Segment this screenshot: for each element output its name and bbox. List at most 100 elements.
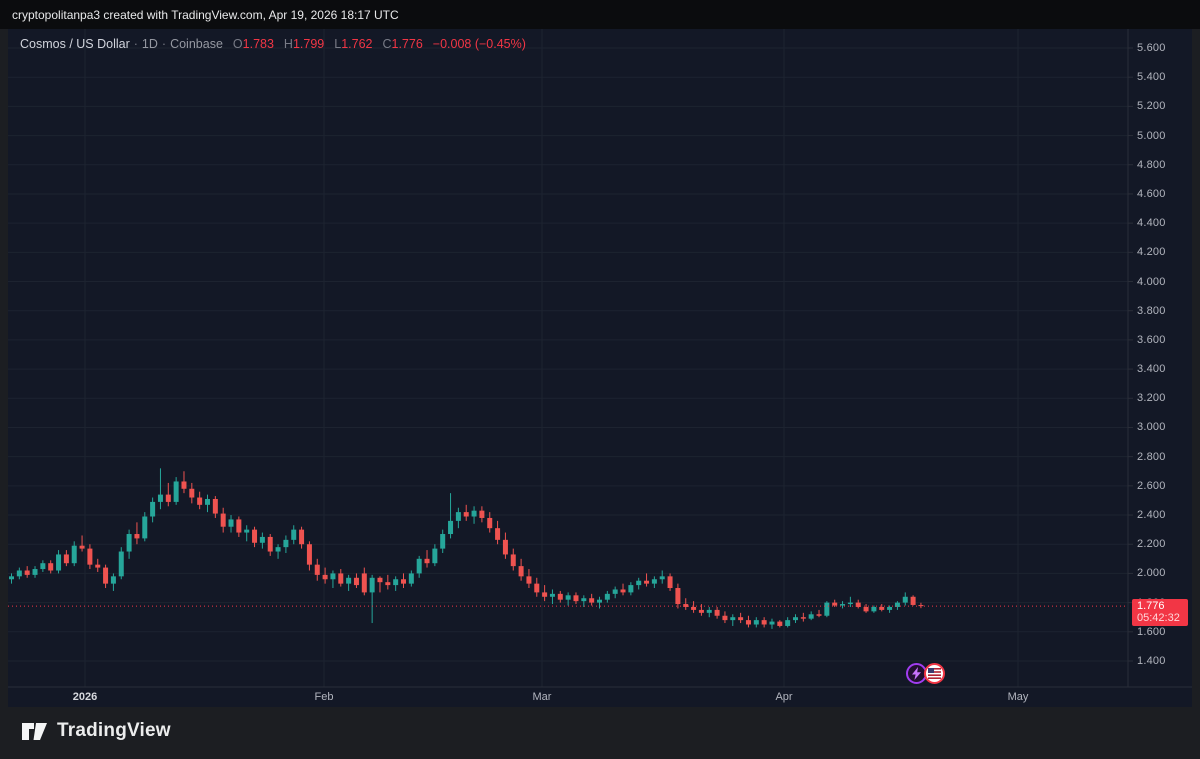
- candle[interactable]: [542, 585, 548, 602]
- candle[interactable]: [369, 574, 375, 624]
- candle[interactable]: [565, 592, 571, 606]
- candle[interactable]: [628, 582, 634, 596]
- candle[interactable]: [134, 522, 140, 545]
- candle[interactable]: [95, 558, 101, 572]
- candle[interactable]: [863, 604, 869, 613]
- candle[interactable]: [894, 601, 900, 610]
- candle[interactable]: [291, 525, 297, 545]
- candle[interactable]: [597, 596, 602, 609]
- candle[interactable]: [353, 573, 359, 589]
- candle[interactable]: [683, 598, 689, 610]
- candle[interactable]: [800, 612, 806, 622]
- candle[interactable]: [252, 526, 258, 548]
- interval-label[interactable]: 1D: [141, 37, 158, 51]
- candle[interactable]: [424, 550, 430, 568]
- candle[interactable]: [698, 604, 704, 616]
- candle[interactable]: [675, 583, 681, 609]
- candle[interactable]: [510, 548, 516, 571]
- candle[interactable]: [518, 558, 524, 581]
- candle[interactable]: [181, 471, 187, 494]
- symbol-name[interactable]: Cosmos / US Dollar: [20, 37, 130, 51]
- symbol-legend[interactable]: Cosmos / US Dollar · 1D · Coinbase O1.783 H1.7…: [20, 37, 526, 53]
- candle[interactable]: [40, 560, 46, 572]
- candle[interactable]: [589, 593, 595, 606]
- candle[interactable]: [197, 491, 203, 510]
- candle[interactable]: [455, 507, 461, 529]
- candle[interactable]: [604, 590, 610, 603]
- candle[interactable]: [56, 550, 62, 574]
- candle[interactable]: [659, 570, 665, 584]
- candle[interactable]: [471, 506, 477, 524]
- time-axis[interactable]: 2026 Feb Mar Apr May: [8, 687, 1192, 707]
- candle[interactable]: [918, 602, 924, 609]
- candle[interactable]: [667, 573, 673, 591]
- candle[interactable]: [440, 529, 446, 553]
- candle[interactable]: [879, 604, 885, 612]
- us-flag-event-icon[interactable]: [924, 663, 945, 684]
- candle[interactable]: [526, 569, 532, 589]
- candle[interactable]: [832, 599, 838, 607]
- candle[interactable]: [855, 599, 861, 609]
- candle[interactable]: [32, 566, 38, 578]
- candle[interactable]: [769, 618, 775, 629]
- candle[interactable]: [393, 576, 399, 591]
- candle[interactable]: [126, 529, 132, 559]
- candle[interactable]: [118, 547, 124, 580]
- candle[interactable]: [432, 544, 438, 567]
- candle[interactable]: [753, 617, 759, 628]
- candle[interactable]: [761, 617, 767, 628]
- candle[interactable]: [338, 569, 344, 587]
- candle[interactable]: [205, 494, 210, 513]
- candle[interactable]: [63, 550, 69, 567]
- candle[interactable]: [777, 620, 783, 628]
- candle[interactable]: [189, 482, 195, 504]
- candle[interactable]: [173, 477, 179, 505]
- candle[interactable]: [557, 590, 563, 603]
- candle[interactable]: [495, 520, 501, 545]
- candle[interactable]: [361, 567, 367, 596]
- candle[interactable]: [103, 564, 109, 589]
- candle[interactable]: [236, 516, 242, 537]
- candle[interactable]: [306, 541, 312, 571]
- candle[interactable]: [346, 574, 352, 591]
- candle[interactable]: [142, 512, 148, 542]
- candle[interactable]: [275, 544, 281, 559]
- candle[interactable]: [385, 574, 391, 590]
- candle[interactable]: [887, 605, 893, 613]
- candle[interactable]: [259, 532, 265, 549]
- candle[interactable]: [110, 573, 116, 591]
- candle[interactable]: [534, 577, 540, 597]
- candle[interactable]: [220, 507, 226, 533]
- candle[interactable]: [612, 586, 618, 599]
- tradingview-logo[interactable]: TradingView: [22, 720, 171, 742]
- candle[interactable]: [581, 595, 587, 607]
- candle[interactable]: [157, 468, 163, 510]
- candle[interactable]: [79, 535, 85, 552]
- candle[interactable]: [9, 573, 14, 584]
- candle[interactable]: [502, 532, 508, 559]
- candle[interactable]: [651, 576, 657, 589]
- candle[interactable]: [549, 589, 555, 605]
- candle[interactable]: [416, 555, 422, 578]
- candle[interactable]: [463, 504, 469, 521]
- candlestick-chart[interactable]: [8, 29, 1192, 707]
- candle[interactable]: [87, 544, 93, 570]
- candle[interactable]: [573, 592, 579, 605]
- candle[interactable]: [691, 601, 697, 613]
- candle[interactable]: [283, 535, 289, 553]
- candle[interactable]: [487, 512, 493, 533]
- candle[interactable]: [910, 595, 916, 606]
- candle[interactable]: [267, 534, 273, 556]
- candle[interactable]: [745, 615, 751, 628]
- candle[interactable]: [479, 506, 485, 523]
- candle[interactable]: [16, 567, 22, 580]
- candle[interactable]: [212, 496, 218, 518]
- candle[interactable]: [738, 612, 744, 624]
- candle[interactable]: [330, 570, 336, 589]
- candle[interactable]: [706, 606, 712, 618]
- candle[interactable]: [840, 601, 846, 609]
- candle[interactable]: [644, 573, 650, 587]
- candle[interactable]: [377, 576, 383, 593]
- candle[interactable]: [722, 611, 728, 624]
- candle[interactable]: [636, 577, 642, 590]
